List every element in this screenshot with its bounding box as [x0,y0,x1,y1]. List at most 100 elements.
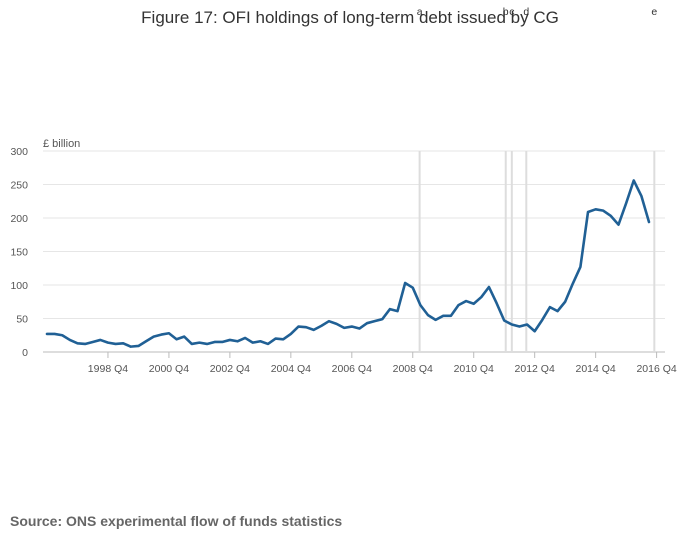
data-point [495,301,499,305]
data-point [236,339,240,343]
data-point [388,307,392,311]
data-point [517,325,521,329]
event-label-b: b [503,6,509,18]
data-point [205,342,209,346]
data-point [594,207,598,211]
data-point [639,194,643,198]
y-tick-label: 100 [10,280,28,292]
data-point [91,340,95,344]
data-point [403,281,407,285]
x-tick-label: 2002 Q4 [210,363,250,375]
data-point [296,325,300,329]
chart-title: Figure 17: OFI holdings of long-term deb… [141,8,559,27]
data-point [449,314,453,318]
data-point [327,319,331,323]
data-point [243,336,247,340]
data-point [479,295,483,299]
data-point [632,178,636,182]
data-point [365,321,369,325]
data-point [228,338,232,342]
data-point [175,337,179,341]
data-point [617,223,621,227]
data-point [144,339,148,343]
event-label-c: c [509,6,514,18]
data-point [312,328,316,332]
x-tick-label: 2000 Q4 [149,363,189,375]
data-point [182,335,186,339]
data-point [129,345,133,349]
data-point [624,201,628,205]
gridlines [43,151,665,352]
data-point [68,338,72,342]
data-point [53,332,57,336]
data-point [136,344,140,348]
data-point [60,333,64,337]
data-point [396,309,400,313]
y-tick-label: 0 [22,347,28,359]
data-point [213,340,217,344]
data-point [289,332,293,336]
data-point [556,309,560,313]
data-point [304,325,308,329]
data-point [487,285,491,289]
data-point [601,209,605,213]
data-point [426,313,430,317]
data-point [220,340,224,344]
x-tick-label: 2010 Q4 [454,363,494,375]
data-point [98,338,102,342]
x-tick-label: 2008 Q4 [393,363,433,375]
data-point [510,323,514,327]
data-point [548,305,552,309]
data-point [380,317,384,321]
data-point [190,342,194,346]
x-axis: 1998 Q4 2000 Q4 2002 Q4 2004 Q4 2006 Q4 2008 … [88,352,677,375]
data-point [434,318,438,322]
data-point [373,319,377,323]
x-tick-label: 2006 Q4 [332,363,372,375]
data-point [335,322,339,326]
data-point [281,337,285,341]
data-point [441,314,445,318]
y-tick-label: 300 [10,146,28,158]
x-tick-label: 2012 Q4 [515,363,555,375]
data-point [350,325,354,329]
data-point [75,341,79,345]
data-point [464,299,468,303]
data-point [586,210,590,214]
x-tick-label: 2016 Q4 [636,363,676,375]
data-point [571,282,575,286]
x-tick-label: 1998 Q4 [88,363,128,375]
data-point [563,300,567,304]
event-label-a: a [417,6,423,18]
series-line [47,180,649,346]
event-label-e: e [651,6,657,18]
y-tick-label: 250 [10,180,28,192]
data-point [106,341,110,345]
source-note: Source: ONS experimental flow of funds s… [10,513,342,529]
data-point [609,214,613,218]
event-label-d: d [523,6,529,18]
data-point [578,265,582,269]
data-point [258,339,262,343]
data-point [647,220,651,224]
data-point [472,302,476,306]
y-tick-label: 150 [10,247,28,259]
data-point [357,327,361,331]
data-point [456,303,460,307]
data-point [266,342,270,346]
series-group [45,178,651,348]
data-point [167,331,171,335]
data-point [533,329,537,333]
data-point [251,341,255,345]
data-point [121,341,125,345]
data-point [197,341,201,345]
data-point [418,303,422,307]
data-point [411,286,415,290]
y-axis-ticks: 0 50 100 150 200 250 300 [10,146,28,359]
data-point [342,326,346,330]
data-point [152,335,156,339]
data-point [540,318,544,322]
data-point [45,332,49,336]
